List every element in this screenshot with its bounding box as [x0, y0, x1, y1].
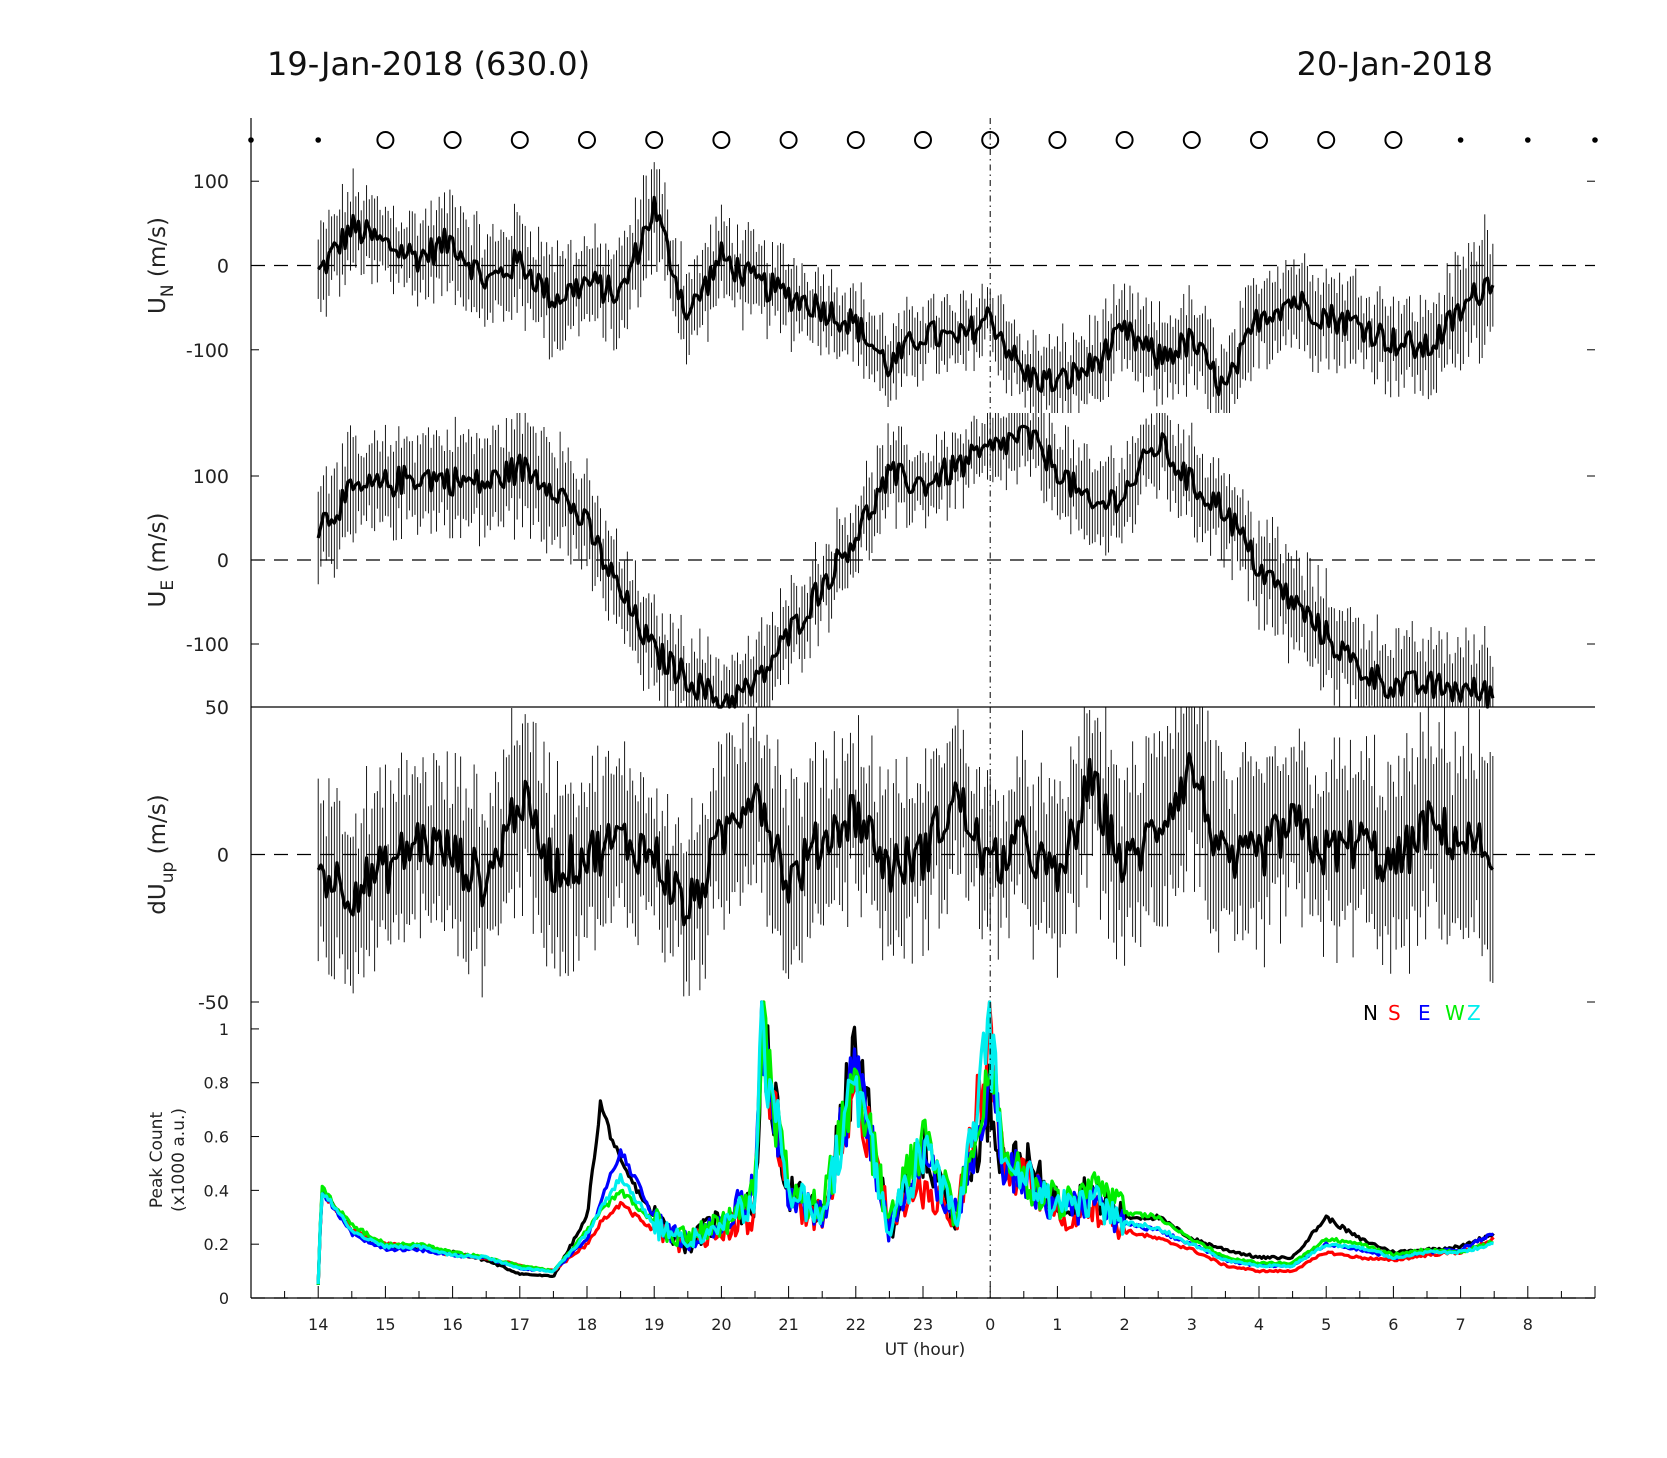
y-tick-label: 0	[219, 1289, 229, 1308]
y-tick-label: 0	[217, 256, 229, 278]
x-tick-label: 14	[308, 1315, 328, 1334]
y-axis-label-unit: (m/s)	[145, 513, 171, 580]
sky-marker-circle	[914, 131, 932, 149]
y-tick-label: 0.2	[204, 1235, 229, 1254]
x-tick-label: 17	[510, 1315, 530, 1334]
y-tick-label: 100	[193, 171, 229, 193]
sky-marker-circle	[1384, 131, 1403, 149]
sky-marker-circle	[779, 131, 798, 149]
sky-marker-circle	[443, 131, 462, 149]
x-tick-label: 19	[644, 1315, 664, 1334]
x-tick-label: 18	[577, 1315, 597, 1334]
y-tick-label: 0.8	[204, 1074, 229, 1093]
legend-entry-w: W	[1445, 1001, 1465, 1025]
sky-marker-dot	[1457, 137, 1464, 143]
legend-entry-s: S	[1388, 1001, 1401, 1025]
sky-marker-dot	[1592, 137, 1598, 143]
y-axis-label-main: dU	[145, 883, 171, 914]
legend-entry-e: E	[1418, 1001, 1431, 1025]
panel-ue: 100 0 -100 UE (m/s)	[145, 413, 1595, 709]
x-tick-label: 5	[1321, 1315, 1331, 1334]
x-tick-label: 3	[1187, 1315, 1197, 1334]
y-tick-label: 100	[193, 466, 229, 488]
series-line-W	[316, 1000, 1494, 1285]
y-axis-label-unit: (m/s)	[145, 794, 171, 861]
x-axis-label: UT (hour)	[885, 1340, 965, 1360]
x-tick-label: 21	[778, 1315, 798, 1334]
y-axis-unit-label: (x1000 a.u.)	[169, 1108, 189, 1212]
x-tick-label: 16	[442, 1315, 462, 1334]
sky-marker-circle	[1115, 131, 1134, 149]
legend-z: Z	[1467, 1001, 1481, 1025]
legend-e: E	[1418, 1001, 1431, 1025]
y-tick-label: 0.4	[204, 1181, 229, 1200]
y-axis-label-sub: N	[158, 284, 178, 297]
x-tick-label: 20	[711, 1315, 731, 1334]
x-tick-label: 8	[1523, 1315, 1533, 1334]
legend-entry-n: N	[1363, 1001, 1378, 1025]
series-line-dUup	[316, 751, 1495, 927]
y-axis-label-main: U	[145, 297, 171, 314]
sky-condition-markers	[248, 131, 1598, 149]
y-axis-label: Peak Count	[147, 1112, 167, 1209]
y-axis-label-unit: (m/s)	[145, 217, 171, 284]
sky-marker-circle	[1182, 131, 1201, 149]
x-tick-label: 7	[1456, 1315, 1466, 1334]
panel-peak: 0 0.2 0.4 0.6 0.8 1 Peak Count (x1000 a.u.)	[147, 1000, 1495, 1308]
legend-entry-z: Z	[1467, 1001, 1481, 1025]
x-tick-label: 15	[375, 1315, 395, 1334]
y-tick-label: 0.6	[204, 1128, 229, 1147]
sky-marker-dot	[1525, 137, 1531, 143]
sky-marker-circle	[376, 131, 395, 149]
series-line-Z	[316, 1000, 1494, 1285]
sky-marker-circle	[578, 131, 596, 149]
y-tick-label: 0	[217, 550, 229, 572]
y-tick-label: 50	[205, 697, 229, 719]
legend: N S E W Z	[1363, 1001, 1481, 1025]
x-tick-label: 22	[846, 1315, 866, 1334]
y-tick-label: -50	[198, 992, 229, 1014]
sky-marker-circle	[510, 131, 529, 149]
left-title: 19-Jan-2018 (630.0)	[267, 45, 590, 83]
x-tick-label: 2	[1120, 1315, 1130, 1334]
sky-marker-circle	[1317, 131, 1336, 149]
y-axis-label-sub: E	[158, 580, 178, 591]
x-axis: 14 15 16 17 18 19 20 21 22 23 0 1 2 3 4 5 6 7 8	[250, 706, 1596, 1334]
right-title: 20-Jan-2018	[1297, 45, 1493, 83]
panel-dup: 50 0 -50 dUup (m/s)	[145, 697, 1595, 1014]
legend-w: W	[1445, 1001, 1465, 1025]
y-axis-label-main: U	[145, 591, 171, 608]
x-tick-label: 1	[1052, 1315, 1062, 1334]
sky-marker-circle	[712, 131, 731, 149]
x-tick-label: 4	[1254, 1315, 1264, 1334]
x-tick-label: 23	[913, 1315, 933, 1334]
y-axis-label-sub: up	[158, 862, 178, 884]
sky-marker-circle	[645, 131, 664, 149]
legend-n: N	[1363, 1001, 1378, 1025]
y-tick-label: -100	[186, 340, 229, 362]
sky-marker-circle	[1250, 131, 1268, 149]
panel-un: 100 0 -100 UN (m/s)	[145, 118, 1595, 413]
series-line-UN	[317, 195, 1495, 397]
sky-marker-dot	[315, 137, 322, 143]
sky-marker-circle	[846, 131, 865, 149]
y-axis-label: dUup (m/s)	[145, 794, 178, 914]
legend-s: S	[1388, 1001, 1401, 1025]
y-axis-label: UE (m/s)	[145, 513, 178, 608]
sky-marker-circle	[981, 131, 1000, 149]
x-tick-label: 6	[1388, 1315, 1398, 1334]
y-tick-label: 0	[217, 845, 229, 867]
x-tick-label: 0	[985, 1315, 995, 1334]
y-tick-label: -100	[186, 634, 229, 656]
y-tick-label: 1	[219, 1020, 229, 1039]
y-axis-label: UN (m/s)	[145, 217, 178, 314]
sky-marker-circle	[1048, 131, 1067, 149]
series-line-UE	[316, 424, 1495, 709]
